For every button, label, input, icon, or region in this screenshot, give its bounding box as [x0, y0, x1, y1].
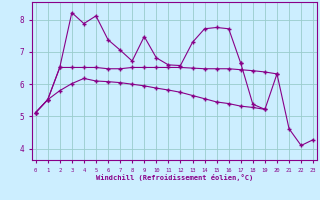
X-axis label: Windchill (Refroidissement éolien,°C): Windchill (Refroidissement éolien,°C)	[96, 174, 253, 181]
